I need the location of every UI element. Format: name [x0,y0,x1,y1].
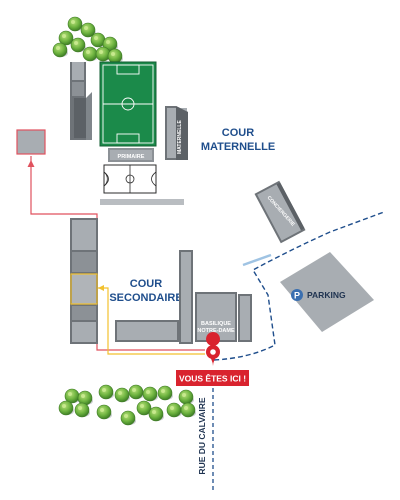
path-light [242,253,272,267]
building-conciergerie: CONCIERGERIE [254,180,306,244]
parking-icon-letter: P [294,291,300,301]
label-cour-secondaire-line2: SECONDAIRE [109,292,182,304]
building-tower [179,250,193,344]
building-maternelle [165,106,188,160]
tree-icon [178,389,195,405]
tree-icon [157,385,174,401]
tree-icon [166,402,183,418]
football-field [99,61,157,147]
building-low [115,320,179,342]
tree-icon [114,387,131,403]
building-primaire [108,148,154,162]
street-label: RUE DU CALVAIRE [197,397,207,474]
tree-icon [77,390,94,406]
tree-icon [148,406,165,422]
building-label-basilique-line2: NOTRE-DAME [197,328,235,334]
secondary-entrance-highlight [70,273,98,305]
court-base [100,199,184,205]
tree-icon [120,410,137,426]
building-basilique [195,292,237,342]
building-label-primaire: PRIMAIRE [118,154,145,160]
tree-icon [74,402,91,418]
tree-icon [180,402,197,418]
tree-icon [67,16,84,32]
route-red-arrow-icon [27,160,35,167]
tree-icon [98,384,115,400]
building-left-top [70,62,92,140]
route-yellow-arrow-icon [98,285,104,291]
building-secondaire [70,218,98,344]
building-label-basilique-line1: BASILIQUE [201,321,231,327]
path-dashed [213,211,385,361]
label-parking: PARKING [307,290,346,300]
tree-icon [96,404,113,420]
tree-icon [142,386,159,402]
you-are-here-label: VOUS ÊTES ICI ! [179,373,246,384]
building-annex [16,129,46,155]
trees-bottom [58,384,197,426]
parking-icon [291,289,303,301]
you-are-here-badge [176,370,249,386]
route-red [30,156,205,351]
tree-icon [128,384,145,400]
label-cour-maternelle-line1: COUR [222,127,254,139]
trees-top [52,16,124,64]
tree-icon [107,48,124,64]
label-cour-maternelle-line2: MATERNELLE [201,141,275,153]
building-small-right [238,294,252,342]
tree-icon [70,37,87,53]
map-pin-icon [206,332,221,366]
building-label-maternelle: MATERNELLE [177,120,183,154]
label-cour-secondaire-line1: COUR [130,278,162,290]
basketball-court [103,164,157,194]
parking-area [280,252,374,332]
